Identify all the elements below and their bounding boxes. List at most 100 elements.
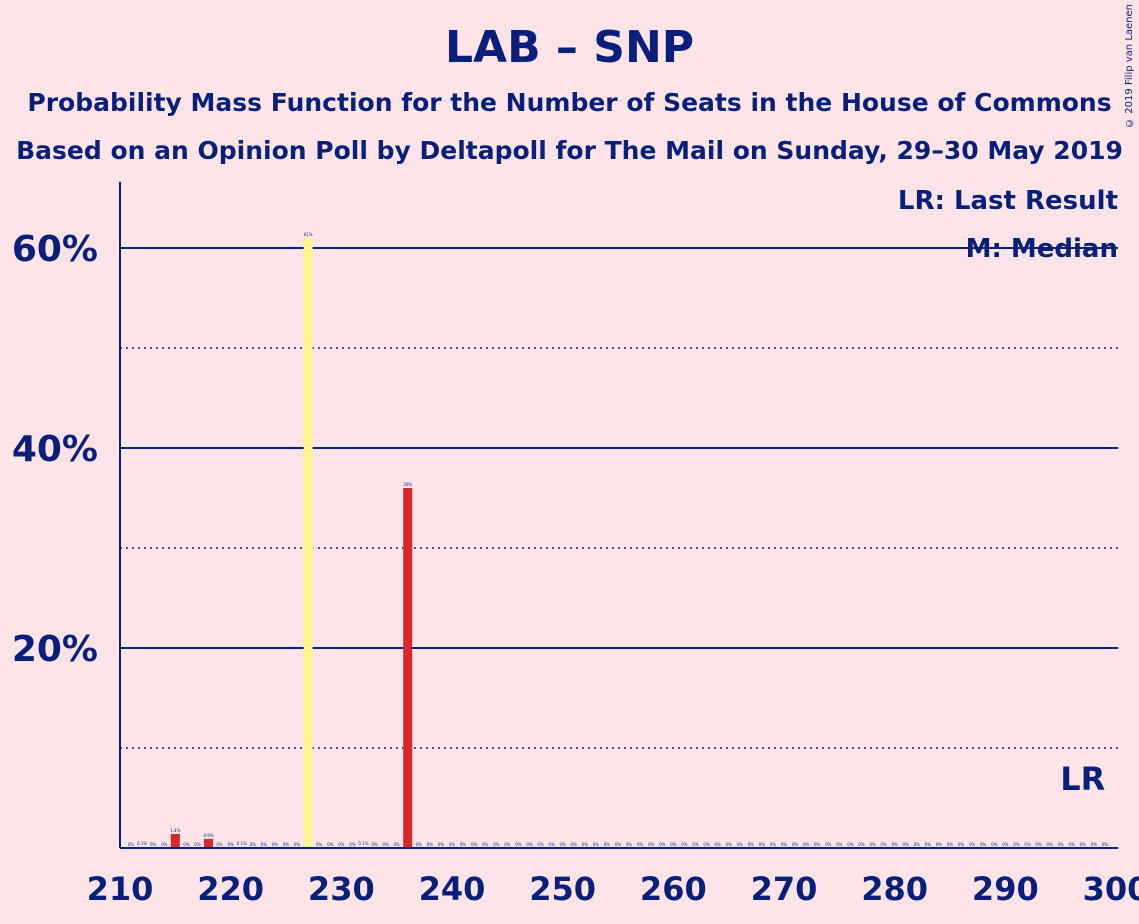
zero-label: 0% [814,842,821,847]
zero-label: 0% [958,842,965,847]
y-tick-label: 60% [12,229,98,270]
zero-label: 0% [725,842,732,847]
x-tick-label: 260 [640,870,707,908]
zero-label: 0% [648,842,655,847]
zero-label: 0% [183,842,190,847]
zero-label: 0% [482,842,489,847]
chart-source: Based on an Opinion Poll by Deltapoll fo… [16,136,1123,165]
zero-label: 0% [460,842,467,847]
chart-title: LAB – SNP [444,22,695,73]
zero-label: 0% [936,842,943,847]
zero-label: 0% [858,842,865,847]
zero-label: 0% [925,842,932,847]
legend-last-result: LR: Last Result [898,186,1118,216]
zero-label: 0% [427,842,434,847]
zero-label: 0% [869,842,876,847]
legend-median: M: Median [966,234,1118,264]
zero-label: 0% [515,842,522,847]
zero-label: 0% [659,842,666,847]
zero-label: 0% [150,842,157,847]
zero-label: 0% [714,842,721,847]
zero-label: 0% [1057,842,1064,847]
zero-label: 0% [781,842,788,847]
zero-label: 0% [582,842,589,847]
zero-label: 0% [825,842,832,847]
zero-label: 0% [161,842,168,847]
last-result-marker: LR [1060,760,1105,798]
zero-label: 0% [615,842,622,847]
zero-label: 0% [349,842,356,847]
x-tick-label: 300 [1083,870,1139,908]
zero-label: 0% [526,842,533,847]
zero-label: 0% [548,842,555,847]
zero-label: 0% [416,842,423,847]
bar [170,834,180,848]
zero-label: 0% [327,842,334,847]
bar [204,839,214,848]
x-tick-label: 230 [308,870,375,908]
zero-label: 0% [393,842,400,847]
zero-label: 0% [836,842,843,847]
zero-label: 0% [493,842,500,847]
zero-label: 0% [1035,842,1042,847]
zero-label: 0% [382,842,389,847]
zero-label: 0% [1080,842,1087,847]
bar-value-label: 0.1% [137,841,147,846]
zero-label: 0% [250,842,257,847]
axes: 20% 40% 60% 210 220 230 240 250 260 270 280 290 300 [12,182,1139,908]
zero-label: 0% [1069,842,1076,847]
y-tick-label: 40% [12,429,98,470]
bar-value-label: 0.9% [203,833,213,838]
zero-label: 0% [338,842,345,847]
zero-label: 0% [504,842,511,847]
zero-label: 0% [537,842,544,847]
zero-label: 0% [969,842,976,847]
zero-label: 0% [1102,842,1109,847]
zero-label: 0% [1046,842,1053,847]
zero-label: 0% [637,842,644,847]
zero-label: 0% [803,842,810,847]
bars [137,238,413,848]
bar-value-label: 1.4% [170,828,180,833]
chart-subtitle: Probability Mass Function for the Number… [27,88,1112,117]
zero-label: 0% [991,842,998,847]
gridlines [120,247,1118,749]
zero-label: 0% [770,842,777,847]
zero-label: 0% [792,842,799,847]
zero-label: 0% [227,842,234,847]
bar-value-label: 0.1% [358,841,368,846]
x-tick-label: 210 [87,870,154,908]
zero-label: 0% [880,842,887,847]
bar-value-label: 0.1% [237,841,247,846]
zero-label: 0% [914,842,921,847]
zero-label: 0% [272,842,279,847]
zero-label: 0% [316,842,323,847]
zero-label: 0% [194,842,201,847]
zero-label: 0% [294,842,301,847]
zero-label: 0% [847,842,854,847]
zero-label: 0% [283,842,290,847]
x-tick-label: 250 [529,870,596,908]
zero-label: 0% [371,842,378,847]
bar-value-label: 61% [304,232,313,237]
zero-label: 0% [748,842,755,847]
x-tick-label: 240 [419,870,486,908]
y-tick-label: 20% [12,629,98,670]
zero-label: 0% [471,842,478,847]
zero-label: 0% [128,842,135,847]
x-tick-label: 290 [972,870,1039,908]
bar-value-label: 36% [403,482,412,487]
zero-label: 0% [1002,842,1009,847]
zero-label: 0% [1091,842,1098,847]
zero-label: 0% [571,842,578,847]
zero-label: 0% [947,842,954,847]
zero-label: 0% [759,842,766,847]
zero-label: 0% [891,842,898,847]
zero-label: 0% [670,842,677,847]
zero-label: 0% [737,842,744,847]
zero-label: 0% [216,842,223,847]
zero-label: 0% [261,842,268,847]
x-tick-label: 280 [861,870,928,908]
zero-label: 0% [692,842,699,847]
